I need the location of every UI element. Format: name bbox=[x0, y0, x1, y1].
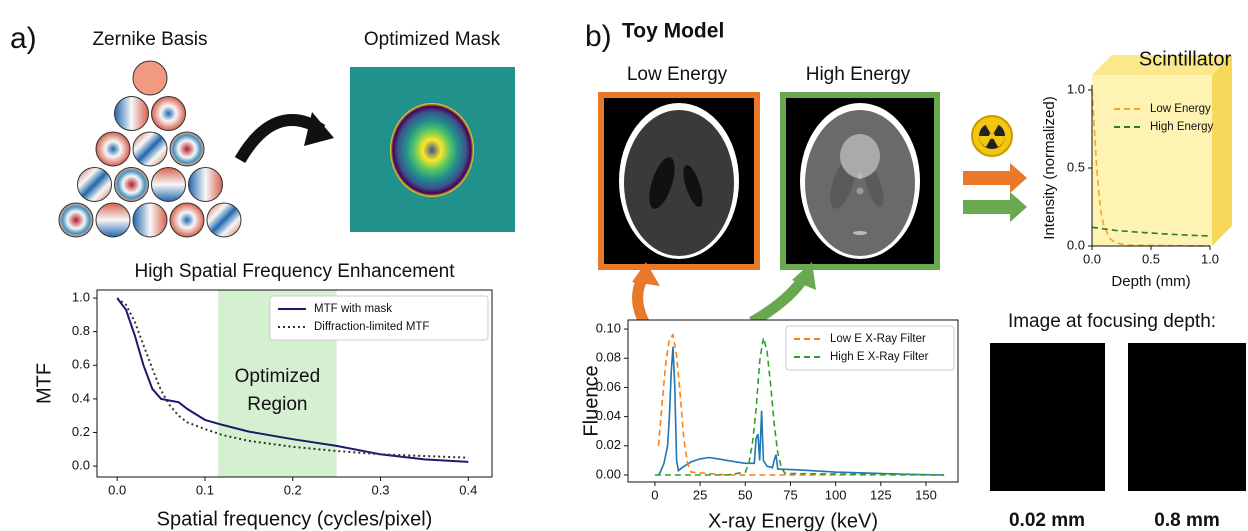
chart-label: Scintillator bbox=[1139, 48, 1232, 70]
x-tick-label: 100 bbox=[825, 487, 847, 502]
y-tick-label: 0.0 bbox=[72, 458, 90, 473]
x-tick-label: 0 bbox=[651, 487, 658, 502]
x-axis-label: Spatial frequency (cycles/pixel) bbox=[157, 508, 433, 530]
zernike-mode bbox=[115, 168, 149, 202]
zernike-mode bbox=[152, 97, 186, 131]
y-tick-label: 0.08 bbox=[596, 350, 621, 365]
zernike-mode bbox=[78, 168, 112, 202]
depth-label: 0.02 mm bbox=[1009, 510, 1085, 531]
annotation: Optimized bbox=[235, 366, 321, 387]
x-axis-label: Depth (mm) bbox=[1111, 273, 1190, 290]
scintillator-side bbox=[1212, 55, 1232, 246]
y-axis-label: MTF bbox=[33, 363, 55, 404]
zernike-pyramid bbox=[59, 61, 241, 237]
chart-title: High Spatial Frequency Enhancement bbox=[134, 261, 455, 282]
zernike-title: Zernike Basis bbox=[92, 29, 207, 50]
y-tick-label: 0.8 bbox=[72, 323, 90, 338]
phantom-feature bbox=[857, 173, 863, 179]
x-tick-label: 150 bbox=[915, 487, 937, 502]
arrow bbox=[963, 192, 1027, 222]
zernike-mode bbox=[96, 132, 130, 166]
radiation-icon bbox=[989, 133, 995, 139]
phantom-feature bbox=[840, 134, 880, 178]
y-tick-label: 0.4 bbox=[72, 390, 90, 405]
zernike-mode bbox=[133, 203, 167, 237]
x-tick-label: 125 bbox=[870, 487, 892, 502]
x-tick-label: 0.0 bbox=[1083, 251, 1101, 266]
chart: Optimized Region 0.0 0.1 0.2 0.3 0.4 0.0 0.2 0.4 0… bbox=[33, 261, 492, 530]
zernike-mode bbox=[96, 203, 130, 237]
arrow bbox=[752, 276, 805, 322]
annotation: Region bbox=[247, 394, 307, 415]
phantom bbox=[800, 103, 920, 259]
figure: a) Zernike Basis Optimized Mask b) Toy M… bbox=[0, 0, 1248, 531]
zernike-mode bbox=[133, 61, 167, 95]
zernike-mode bbox=[207, 203, 241, 237]
legend-label: High E X-Ray Filter bbox=[830, 351, 929, 363]
x-tick-label: 0.1 bbox=[196, 482, 214, 497]
x-axis-label: X-ray Energy (keV) bbox=[708, 510, 878, 531]
phantom-feature bbox=[857, 188, 864, 195]
depth-label: 0.8 mm bbox=[1154, 510, 1219, 531]
x-tick-label: 1.0 bbox=[1201, 251, 1219, 266]
y-tick-label: 0.2 bbox=[72, 424, 90, 439]
y-tick-label: 1.0 bbox=[72, 290, 90, 305]
arrow bbox=[963, 163, 1027, 193]
legend-label: Diffraction-limited MTF bbox=[314, 321, 429, 333]
mask-pattern bbox=[390, 103, 474, 197]
phantom-body bbox=[624, 110, 734, 256]
focus-title: Image at focusing depth: bbox=[1008, 311, 1216, 332]
y-axis-label: Fluence bbox=[580, 365, 602, 436]
toy-title: Toy Model bbox=[622, 20, 724, 43]
focus-image bbox=[990, 343, 1105, 491]
zernike-mode bbox=[152, 168, 186, 202]
zernike-mode bbox=[133, 132, 167, 166]
y-tick-label: 0.10 bbox=[596, 320, 621, 335]
x-tick-label: 25 bbox=[693, 487, 707, 502]
x-tick-label: 75 bbox=[783, 487, 797, 502]
mask-title: Optimized Mask bbox=[364, 29, 501, 50]
x-tick-label: 0.3 bbox=[371, 482, 389, 497]
y-tick-label: 0.00 bbox=[596, 466, 621, 481]
zernike-mode bbox=[189, 168, 223, 202]
x-tick-label: 0.2 bbox=[284, 482, 302, 497]
scintillator-front bbox=[1092, 75, 1212, 246]
y-tick-label: 1.0 bbox=[1067, 81, 1085, 96]
phantom-feature bbox=[853, 231, 867, 235]
panel-label: b) bbox=[585, 20, 612, 53]
low-title: Low Energy bbox=[627, 64, 728, 85]
zernike-mode bbox=[170, 203, 204, 237]
y-axis-label: Intensity (normalized) bbox=[1041, 96, 1058, 239]
y-tick-label: 0.6 bbox=[72, 357, 90, 372]
zernike-mode bbox=[170, 132, 204, 166]
zernike-mode bbox=[59, 203, 93, 237]
x-tick-label: 0.5 bbox=[1142, 251, 1160, 266]
x-tick-label: 50 bbox=[738, 487, 752, 502]
legend-label: MTF with mask bbox=[314, 303, 392, 315]
zernike-mode bbox=[115, 97, 149, 131]
legend-label: Low Energy bbox=[1150, 103, 1211, 115]
panel-label: a) bbox=[10, 22, 37, 55]
phantom bbox=[619, 103, 739, 259]
legend-label: High Energy bbox=[1150, 121, 1214, 133]
x-tick-label: 0.0 bbox=[108, 482, 126, 497]
focus-image bbox=[1128, 343, 1246, 491]
y-tick-label: 0.0 bbox=[1067, 237, 1085, 252]
legend-label: Low E X-Ray Filter bbox=[830, 333, 926, 345]
y-tick-label: 0.02 bbox=[596, 437, 621, 452]
high-title: High Energy bbox=[806, 64, 911, 85]
x-tick-label: 0.4 bbox=[459, 482, 477, 497]
y-tick-label: 0.5 bbox=[1067, 159, 1085, 174]
